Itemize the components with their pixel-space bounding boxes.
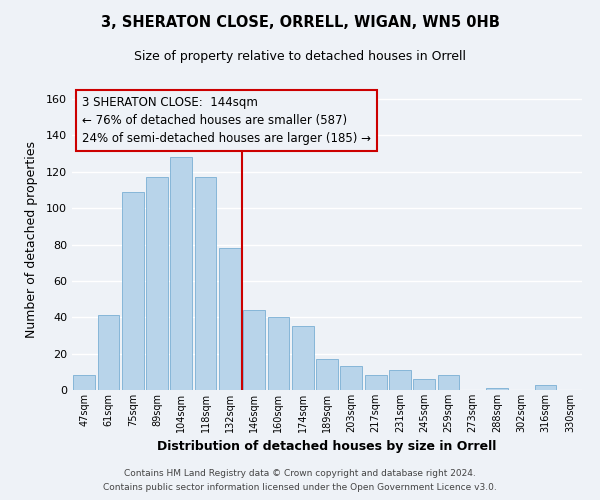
Bar bbox=[194, 178, 217, 390]
Bar bbox=[170, 158, 192, 390]
Bar bbox=[219, 248, 241, 390]
Bar bbox=[486, 388, 508, 390]
Bar bbox=[535, 384, 556, 390]
Bar bbox=[268, 318, 289, 390]
Bar bbox=[146, 178, 168, 390]
Text: Contains HM Land Registry data © Crown copyright and database right 2024.: Contains HM Land Registry data © Crown c… bbox=[124, 468, 476, 477]
Bar bbox=[97, 316, 119, 390]
X-axis label: Distribution of detached houses by size in Orrell: Distribution of detached houses by size … bbox=[157, 440, 497, 454]
Bar bbox=[413, 379, 435, 390]
Bar bbox=[340, 366, 362, 390]
Bar bbox=[389, 370, 411, 390]
Y-axis label: Number of detached properties: Number of detached properties bbox=[25, 142, 38, 338]
Bar bbox=[73, 376, 95, 390]
Bar bbox=[437, 376, 460, 390]
Bar bbox=[316, 359, 338, 390]
Text: 3, SHERATON CLOSE, ORRELL, WIGAN, WN5 0HB: 3, SHERATON CLOSE, ORRELL, WIGAN, WN5 0H… bbox=[101, 15, 499, 30]
Text: 3 SHERATON CLOSE:  144sqm
← 76% of detached houses are smaller (587)
24% of semi: 3 SHERATON CLOSE: 144sqm ← 76% of detach… bbox=[82, 96, 371, 145]
Bar bbox=[243, 310, 265, 390]
Bar bbox=[365, 376, 386, 390]
Bar bbox=[122, 192, 143, 390]
Text: Contains public sector information licensed under the Open Government Licence v3: Contains public sector information licen… bbox=[103, 484, 497, 492]
Bar bbox=[292, 326, 314, 390]
Text: Size of property relative to detached houses in Orrell: Size of property relative to detached ho… bbox=[134, 50, 466, 63]
